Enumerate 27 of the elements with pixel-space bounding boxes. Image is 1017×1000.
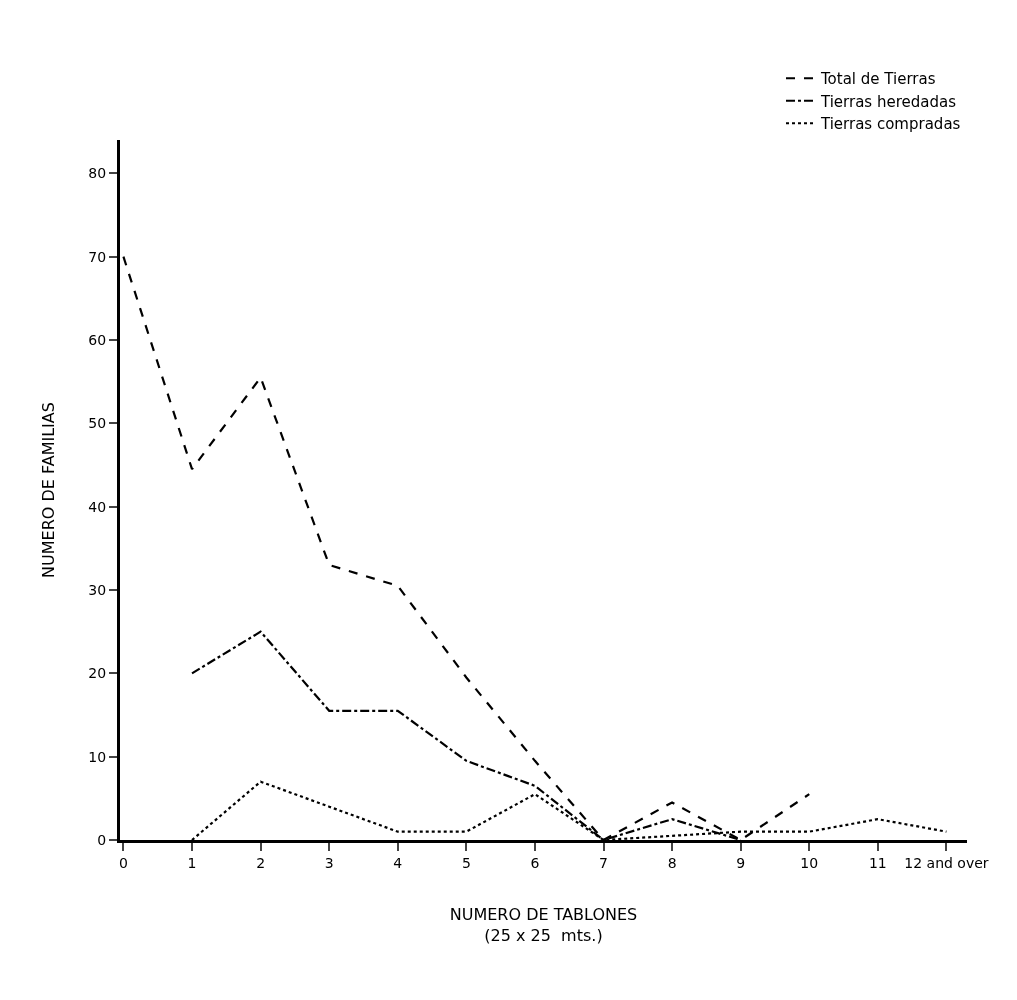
x-tick-label: 9 bbox=[736, 854, 746, 871]
x-tick-label: 8 bbox=[667, 854, 677, 871]
x-tick-label: 10 bbox=[800, 854, 819, 871]
x-tick-label: 6 bbox=[530, 854, 540, 871]
x-tick-label: 5 bbox=[461, 854, 471, 871]
legend-label: Tierras heredadas bbox=[820, 92, 957, 111]
x-tick-label: 2 bbox=[256, 854, 266, 871]
y-tick-label: 50 bbox=[88, 415, 107, 432]
y-tick-label: 30 bbox=[88, 581, 107, 598]
x-tick-label: 3 bbox=[324, 854, 334, 871]
x-tick-label: 11 bbox=[868, 854, 887, 871]
y-tick-label: 20 bbox=[88, 665, 107, 682]
y-tick-label: 70 bbox=[88, 248, 107, 265]
y-axis-title: NUMERO DE FAMILIAS bbox=[39, 402, 59, 578]
y-tick-label: 10 bbox=[88, 748, 107, 765]
y-tick-label: 0 bbox=[97, 831, 107, 848]
x-tick-label: 4 bbox=[393, 854, 403, 871]
x-axis-title: NUMERO DE TABLONES (25 x 25 mts.) bbox=[449, 905, 638, 946]
y-tick-label: 60 bbox=[88, 331, 107, 348]
x-tick-label: 1 bbox=[187, 854, 197, 871]
x-tick-label: 7 bbox=[599, 854, 608, 871]
legend-label: Total de Tierras bbox=[820, 70, 936, 89]
legend-label: Tierras compradas bbox=[820, 115, 961, 134]
x-tick-label: 0 bbox=[118, 854, 128, 871]
y-tick-label: 80 bbox=[88, 165, 107, 182]
x-tick-label: 12 and over bbox=[904, 854, 989, 871]
y-tick-label: 40 bbox=[88, 498, 107, 515]
